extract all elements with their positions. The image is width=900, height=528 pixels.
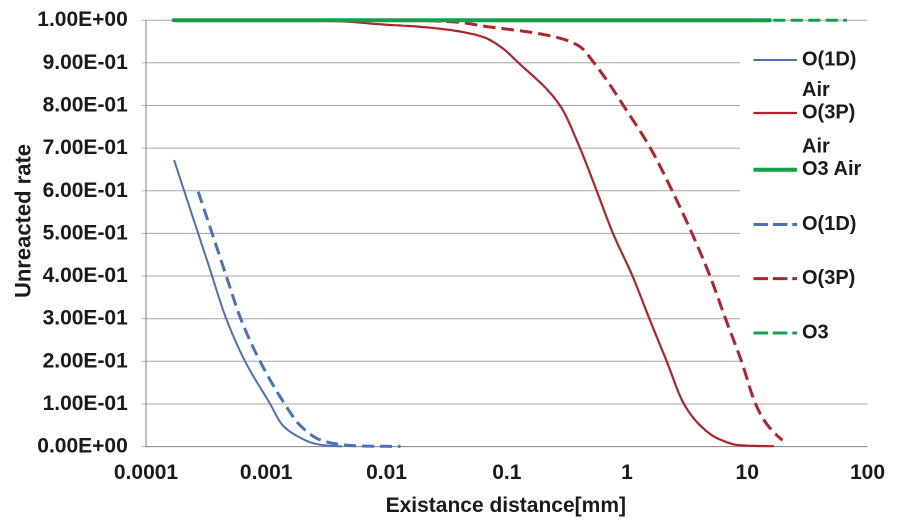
svg-text:Air: Air (802, 79, 830, 101)
svg-text:7.00E-01: 7.00E-01 (43, 136, 129, 159)
svg-text:5.00E-01: 5.00E-01 (43, 221, 129, 244)
svg-text:100: 100 (850, 461, 885, 484)
svg-text:O(1D): O(1D) (802, 48, 856, 70)
svg-text:O3 Air: O3 Air (802, 158, 861, 180)
svg-text:0.0001: 0.0001 (114, 461, 179, 484)
svg-text:1.00E+00: 1.00E+00 (37, 8, 128, 31)
svg-text:0.01: 0.01 (366, 461, 407, 484)
svg-text:3.00E-01: 3.00E-01 (43, 307, 129, 330)
svg-text:8.00E-01: 8.00E-01 (43, 94, 129, 117)
svg-text:4.00E-01: 4.00E-01 (43, 264, 129, 287)
svg-text:O(3P): O(3P) (802, 101, 855, 123)
svg-text:O3: O3 (802, 321, 829, 343)
svg-text:9.00E-01: 9.00E-01 (43, 51, 129, 74)
svg-text:1.00E-01: 1.00E-01 (43, 392, 129, 415)
svg-text:1: 1 (621, 461, 633, 484)
svg-text:6.00E-01: 6.00E-01 (43, 179, 129, 202)
svg-text:Unreacted rate: Unreacted rate (11, 144, 36, 298)
svg-text:Existance distance[mm]: Existance distance[mm] (386, 494, 626, 517)
svg-text:O(3P): O(3P) (802, 267, 855, 289)
svg-text:0.00E+00: 0.00E+00 (37, 435, 128, 458)
svg-text:10: 10 (736, 461, 759, 484)
svg-text:Air: Air (802, 135, 830, 157)
svg-text:0.1: 0.1 (492, 461, 522, 484)
svg-text:2.00E-01: 2.00E-01 (43, 349, 129, 372)
svg-text:0.001: 0.001 (240, 461, 293, 484)
svg-text:O(1D): O(1D) (802, 213, 856, 235)
